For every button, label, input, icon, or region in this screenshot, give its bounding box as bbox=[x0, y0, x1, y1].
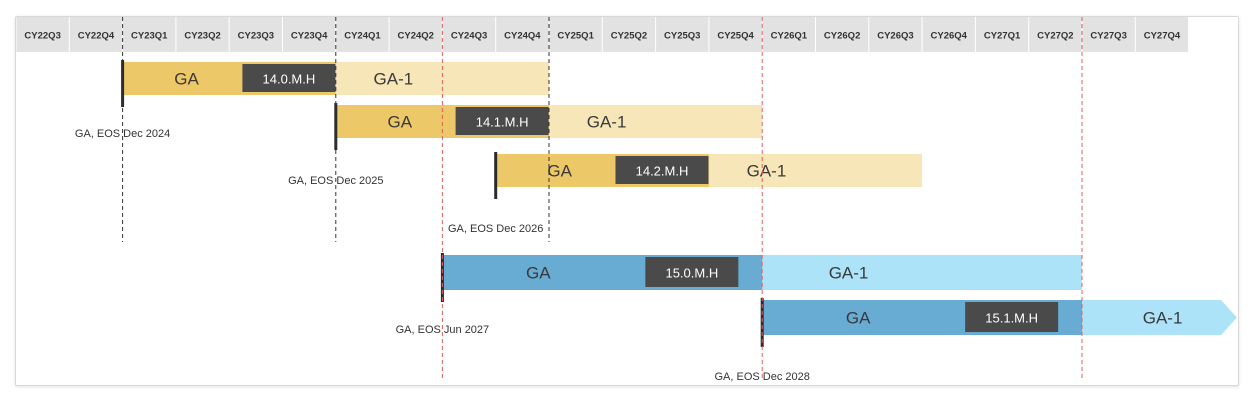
quarter-cell bbox=[229, 17, 282, 52]
version-label: 14.0.M.H bbox=[263, 72, 316, 87]
quarter-cell bbox=[389, 17, 442, 52]
ga1-label: GA-1 bbox=[1143, 309, 1183, 328]
quarter-label: CY26Q1 bbox=[771, 31, 808, 42]
quarter-label: CY25Q4 bbox=[717, 31, 754, 42]
quarter-label: CY26Q2 bbox=[824, 31, 860, 42]
quarter-label: CY23Q4 bbox=[291, 31, 328, 42]
quarter-label: CY24Q4 bbox=[504, 31, 541, 42]
quarter-label: CY24Q2 bbox=[398, 31, 434, 42]
quarter-cell bbox=[283, 17, 336, 52]
quarter-cell bbox=[549, 17, 602, 52]
ga-label: GA bbox=[846, 309, 871, 328]
ga1-label: GA-1 bbox=[747, 162, 787, 181]
quarter-label: CY27Q1 bbox=[984, 31, 1021, 42]
quarter-cell bbox=[602, 17, 656, 52]
version-label: 15.0.M.H bbox=[665, 266, 718, 281]
eos-label: GA, EOS Jun 2027 bbox=[396, 324, 490, 336]
ga1-label: GA-1 bbox=[829, 264, 869, 283]
version-label: 14.1.M.H bbox=[476, 115, 529, 130]
quarter-cell bbox=[123, 17, 176, 52]
quarter-label: CY22Q3 bbox=[24, 31, 60, 42]
quarter-cell bbox=[1082, 17, 1135, 52]
ga-label: GA bbox=[526, 264, 551, 283]
quarter-label: CY25Q1 bbox=[557, 31, 594, 42]
quarter-cell bbox=[922, 17, 975, 52]
quarter-cell bbox=[762, 17, 815, 52]
eos-label: GA, EOS Dec 2024 bbox=[75, 128, 170, 140]
version-badge bbox=[242, 64, 336, 92]
version-label: 14.2.M.H bbox=[636, 164, 689, 179]
quarter-label: CY25Q2 bbox=[611, 31, 647, 42]
quarter-cell bbox=[336, 17, 389, 52]
quarter-label: CY22Q4 bbox=[78, 31, 115, 42]
ga1-label: GA-1 bbox=[587, 113, 627, 132]
quarter-cell bbox=[869, 17, 922, 52]
quarter-label: CY23Q1 bbox=[131, 31, 168, 42]
quarter-cell bbox=[709, 17, 762, 52]
eos-label: GA, EOS Dec 2026 bbox=[448, 223, 543, 235]
quarter-label: CY26Q4 bbox=[931, 31, 968, 42]
quarter-label: CY26Q3 bbox=[877, 31, 913, 42]
ga-label: GA bbox=[174, 70, 199, 89]
quarter-cell bbox=[656, 17, 709, 52]
quarter-label: CY23Q2 bbox=[184, 31, 220, 42]
ga-label: GA bbox=[387, 113, 412, 132]
version-badge bbox=[965, 302, 1059, 332]
quarter-cell bbox=[176, 17, 229, 52]
quarter-label: CY24Q3 bbox=[451, 31, 487, 42]
quarter-label: CY27Q3 bbox=[1090, 31, 1126, 42]
quarter-cell bbox=[442, 17, 496, 52]
version-badge bbox=[615, 156, 709, 184]
version-badge bbox=[645, 257, 739, 287]
ga1-label: GA-1 bbox=[374, 70, 414, 89]
quarter-label: CY27Q4 bbox=[1144, 31, 1181, 42]
quarter-cell bbox=[1029, 17, 1082, 52]
quarter-cell bbox=[975, 17, 1029, 52]
version-badge bbox=[455, 107, 549, 135]
quarter-cell bbox=[496, 17, 549, 52]
quarter-label: CY27Q2 bbox=[1037, 31, 1073, 42]
version-label: 15.1.M.H bbox=[985, 311, 1038, 326]
quarter-cell bbox=[1135, 17, 1189, 52]
ga-label: GA bbox=[547, 162, 572, 181]
quarter-cell bbox=[16, 17, 69, 52]
quarter-cell bbox=[69, 17, 123, 52]
quarter-label: CY25Q3 bbox=[664, 31, 700, 42]
quarter-cell bbox=[816, 17, 869, 52]
quarter-label: CY24Q1 bbox=[344, 31, 381, 42]
quarter-label: CY23Q3 bbox=[238, 31, 274, 42]
